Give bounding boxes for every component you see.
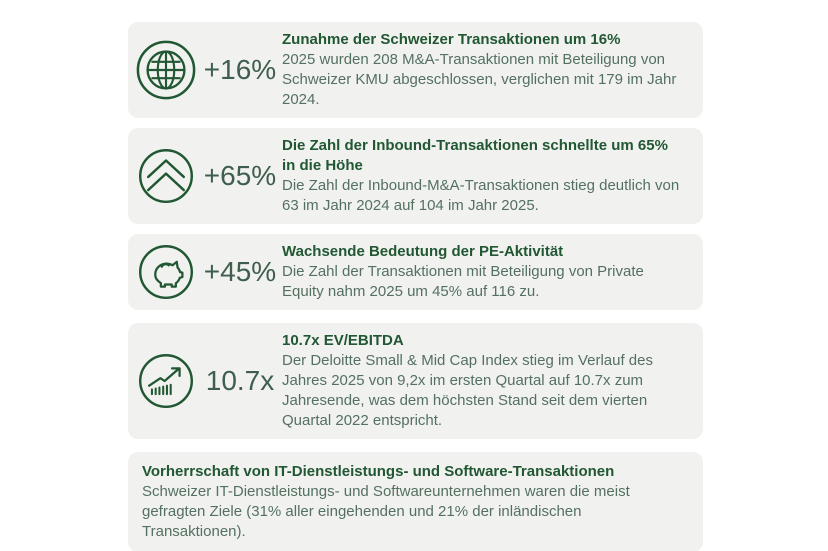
stat-card-pe-activity: +45% Wachsende Bedeutung der PE-Aktivitä… [128, 234, 703, 310]
card-stack: +16% Zunahme der Schweizer Transaktionen… [128, 22, 703, 551]
stat-card-inbound-transactions: +65% Die Zahl der Inbound-Transaktionen … [128, 128, 703, 224]
card-body: Der Deloitte Small & Mid Cap Index stieg… [282, 352, 653, 429]
card-body: Die Zahl der Inbound-M&A-Transaktionen s… [282, 177, 680, 214]
globe-icon [134, 39, 198, 101]
card-text: 10.7x EV/EBITDA Der Deloitte Small & Mid… [282, 331, 693, 431]
stat-value: 10.7x [205, 365, 275, 396]
card-title: Die Zahl der Inbound-Transaktionen schne… [282, 137, 668, 174]
card-title: Vorherrschaft von IT-Dienstleistungs- un… [142, 463, 615, 480]
card-title: Wachsende Bedeutung der PE-Aktivität [282, 243, 564, 260]
stat-value: +16% [203, 54, 277, 85]
card-it-software-dominance: Vorherrschaft von IT-Dienstleistungs- un… [128, 452, 703, 551]
card-body: Schweizer IT-Dienstleistungs- und Softwa… [142, 483, 630, 540]
growth-chart-icon [134, 351, 198, 411]
card-body: Die Zahl der Transaktionen mit Beteiligu… [282, 263, 644, 300]
stat-value: +45% [203, 256, 277, 287]
card-title: Zunahme der Schweizer Transaktionen um 1… [282, 31, 621, 48]
card-title: 10.7x EV/EBITDA [282, 332, 404, 349]
card-body: 2025 wurden 208 M&A-Transaktionen mit Be… [282, 51, 677, 108]
double-chevron-up-icon [134, 146, 198, 206]
stat-card-ev-ebitda: 10.7x 10.7x EV/EBITDA Der Deloitte Small… [128, 323, 703, 439]
stat-value: +65% [203, 160, 277, 191]
stat-card-swiss-transactions: +16% Zunahme der Schweizer Transaktionen… [128, 22, 703, 118]
card-text: Die Zahl der Inbound-Transaktionen schne… [282, 136, 693, 216]
card-text: Vorherrschaft von IT-Dienstleistungs- un… [142, 462, 689, 542]
card-text: Zunahme der Schweizer Transaktionen um 1… [282, 30, 693, 110]
piggy-bank-icon [134, 242, 198, 302]
card-text: Wachsende Bedeutung der PE-Aktivität Die… [282, 242, 693, 302]
